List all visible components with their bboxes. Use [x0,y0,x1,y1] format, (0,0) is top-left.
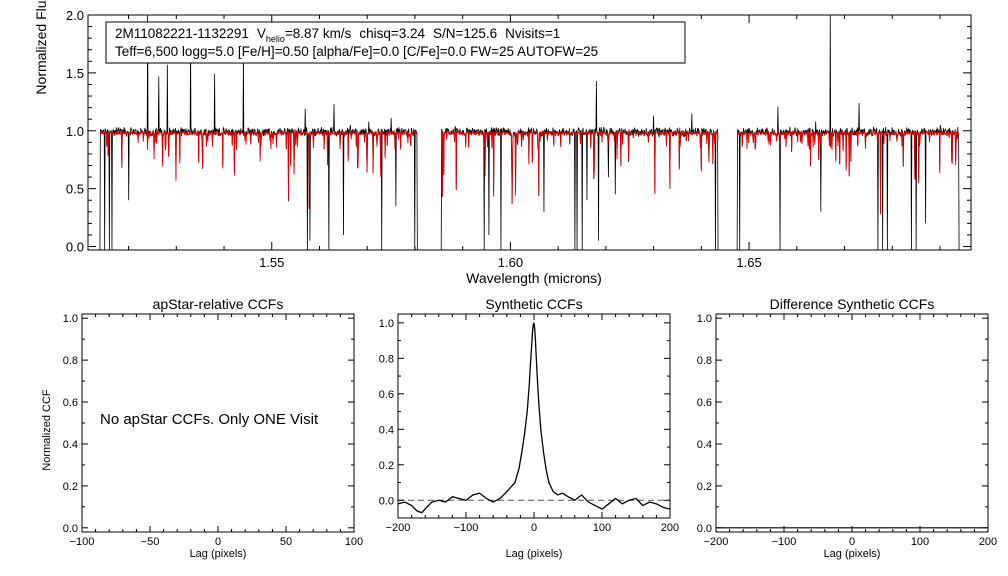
y-tick-label: 1.5 [66,66,84,81]
spectrum-panel: 1.55 1.60 1.65 0.0 0.5 1.0 1.5 2.0 Normalized F… [33,0,972,286]
y-tick-label: 0.4 [379,424,394,436]
x-tick-label: −200 [386,522,411,534]
y-tick-label: 1.0 [66,124,84,139]
model-spectrum-chip-3 [736,129,960,214]
y-tick-label: 1.0 [379,318,394,330]
synthetic-ccf-panel: −200 −100 0 100 200 0.0 0.2 0.4 0.6 0.8 1.0 Synthe… [379,296,679,560]
x-tick-label: 0 [531,522,537,534]
x-tick-label: −100 [70,536,95,548]
y-tick-label: 0.8 [63,355,78,367]
y-tick-label: 0.0 [697,523,712,535]
difference-ccf-xlabel: Lag (pixels) [824,548,881,560]
info-box-frame [105,21,686,64]
y-tick-label: 2.0 [66,8,84,23]
no-ccf-note: No apStar CCFs. Only ONE Visit [100,411,319,428]
difference-ccf-ticks: −200 −100 0 100 200 0.0 0.2 0.4 0.6 0.8 1.0 [697,313,997,548]
spectrum-frame [87,14,972,251]
model-spectrum-chip-2 [440,129,719,204]
vhelio-subscript: helio [266,34,285,44]
y-tick-label: 0.2 [697,481,712,493]
spectrum-ylabel: Normalized Flux [33,0,49,95]
y-tick-label: 0.0 [379,495,394,507]
difference-ccf-frame [715,313,989,533]
x-tick-label: −50 [141,536,160,548]
vhelio-symbol: V [257,26,266,41]
synthetic-ccf-xlabel: Lag (pixels) [506,548,563,560]
y-tick-label: 0.0 [66,240,84,255]
y-tick-label: 0.6 [63,397,78,409]
difference-ccf-title: Difference Synthetic CCFs [770,296,935,312]
y-tick-label: 0.8 [379,353,394,365]
stellar-params-line: Teff=6,500 logg=5.0 [Fe/H]=0.50 [alpha/F… [115,44,598,59]
y-tick-label: 0.8 [697,355,712,367]
y-tick-label: 0.0 [63,523,78,535]
object-id: 2M11082221-1132291 [115,26,249,41]
synthetic-ccf-line [397,322,671,514]
x-tick-label: 100 [593,522,611,534]
nvisits-value: Nvisits=1 [505,26,560,41]
apstar-ccf-ticks: −100 −50 0 50 100 0.0 0.2 0.4 0.6 0.8 1.0 [63,313,363,548]
difference-ccf-panel: −200 −100 0 100 200 0.0 0.2 0.4 0.6 0.8 1.0 Differ… [697,296,997,560]
spectrum-ticks: 1.55 1.60 1.65 0.0 0.5 1.0 1.5 2.0 [66,8,971,270]
y-tick-label: 0.2 [63,481,78,493]
spectrum-xlabel: Wavelength (microns) [466,270,602,286]
x-tick-label: −100 [772,536,797,548]
x-tick-label: 1.60 [498,255,523,270]
observed-spectrum-chip-3 [736,14,960,251]
y-tick-label: 1.0 [63,313,78,325]
signal-to-noise: S/N=125.6 [433,26,497,41]
x-tick-label: 0 [849,536,855,548]
x-tick-label: −100 [454,522,479,534]
apstar-ccf-ylabel: Normalized CCF [41,389,53,471]
fit-info-box: 2M11082221-1132291 Vhelio=8.87 km/s chisq=… [105,21,686,64]
x-tick-label: 100 [345,536,363,548]
x-tick-label: 50 [280,536,292,548]
model-spectrum-chip-1 [99,129,418,209]
y-tick-label: 1.0 [697,313,712,325]
x-tick-label: 1.55 [259,255,284,270]
synthetic-ccf-curve [397,322,671,514]
y-tick-label: 0.6 [697,397,712,409]
synthetic-ccf-ticks: −200 −100 0 100 200 0.0 0.2 0.4 0.6 0.8 1.0 [379,314,679,534]
x-tick-label: 0 [215,536,221,548]
y-tick-label: 0.4 [63,439,78,451]
y-tick-label: 0.2 [379,460,394,472]
chisq-value: chisq=3.24 [359,26,425,41]
synthetic-ccf-title: Synthetic CCFs [485,296,582,312]
model-spectrum-line [99,129,960,214]
vhelio-value: =8.87 km/s [285,26,352,41]
x-tick-label: 100 [911,536,929,548]
y-tick-label: 0.5 [66,182,84,197]
apstar-ccf-xlabel: Lag (pixels) [190,548,247,560]
x-tick-label: 1.65 [736,255,761,270]
synthetic-ccf-frame [397,313,671,519]
x-tick-label: 200 [661,522,679,534]
info-line-1: 2M11082221-1132291 Vhelio=8.87 km/s chisq=… [115,26,560,44]
x-tick-label: 200 [979,536,997,548]
x-tick-label: −200 [704,536,729,548]
apstar-ccf-panel: −100 −50 0 50 100 0.0 0.2 0.4 0.6 0.8 1.0 apStar-r… [41,296,363,560]
observed-spectrum-chip-2 [440,80,719,251]
apstar-ccf-title: apStar-relative CCFs [153,296,284,312]
y-tick-label: 0.4 [697,439,712,451]
y-tick-label: 0.6 [379,389,394,401]
